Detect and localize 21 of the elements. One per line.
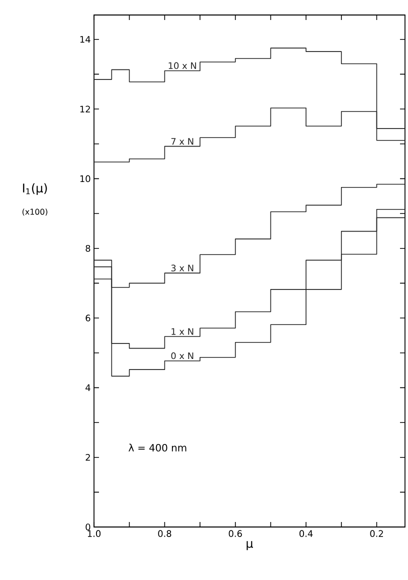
- y-tick-label: 8: [86, 244, 90, 252]
- x-tick-label: 0.8: [158, 530, 172, 537]
- series-label: 0 x N: [171, 352, 194, 360]
- series-label: 7 x N: [171, 138, 194, 145]
- y-tick-label: 6: [86, 314, 90, 322]
- y-tick-label: 14: [80, 36, 90, 43]
- y-tick-label: 4: [86, 384, 90, 391]
- annotation: λ = 400 nm: [128, 444, 186, 452]
- x-tick-label: 1.0: [88, 530, 101, 537]
- series-label: 3 x N: [171, 264, 194, 272]
- y-tick-label: 10: [80, 175, 90, 182]
- series-label: 1 x N: [172, 328, 194, 335]
- x-axis-title: μ: [246, 541, 253, 550]
- x-tick-label: 0.6: [228, 530, 242, 537]
- y-tick-label: 2: [86, 454, 90, 461]
- x-tick-label: 0.4: [300, 530, 313, 537]
- y-tick-label: 0: [86, 524, 90, 530]
- y-tick-label: 12: [80, 106, 90, 112]
- y-axis-title: I$_{1}$(μ): [23, 183, 47, 195]
- x-tick-label: 0.2: [370, 530, 383, 537]
- series-label: 10 x N: [168, 62, 196, 70]
